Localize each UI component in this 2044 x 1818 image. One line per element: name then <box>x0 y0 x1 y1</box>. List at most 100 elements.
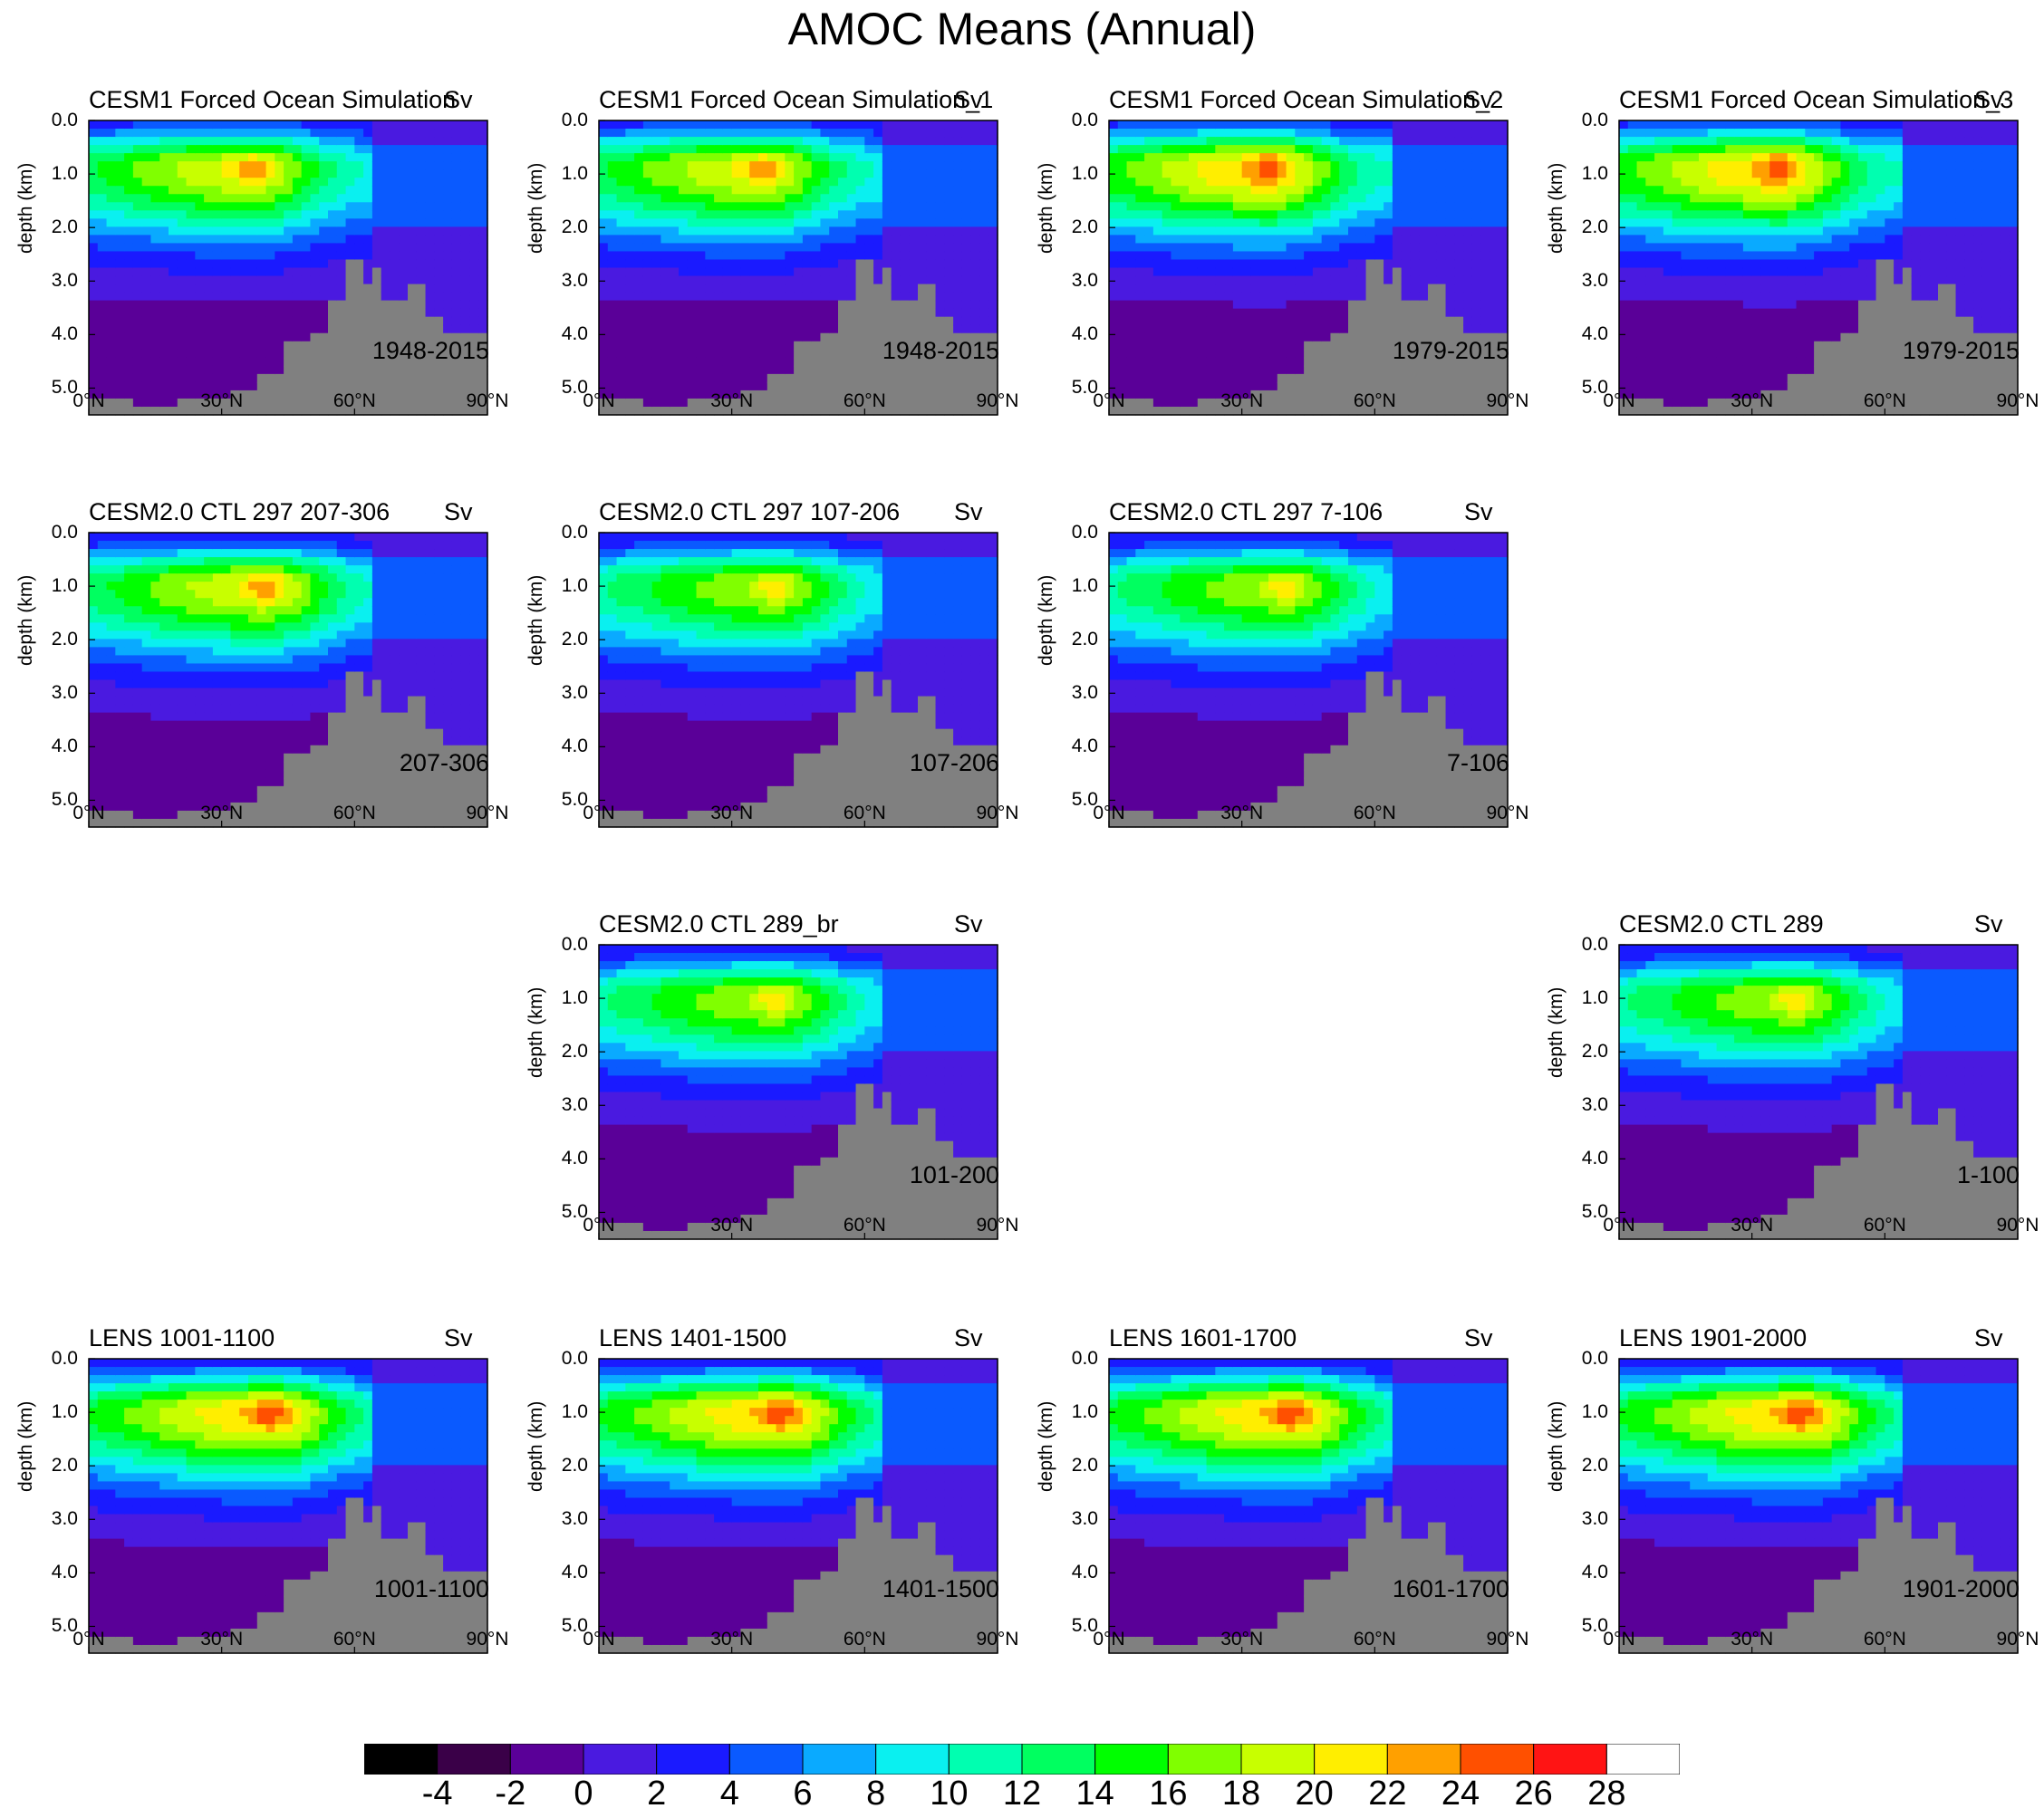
heatmap-cell <box>1171 300 1181 310</box>
heatmap-cell <box>758 308 768 318</box>
heatmap-cell <box>1480 341 1491 351</box>
heatmap-cell <box>1392 178 1403 187</box>
heatmap-cell <box>1189 235 1199 245</box>
heatmap-cell <box>599 178 609 187</box>
heatmap-cell <box>1321 186 1332 195</box>
heatmap-cell <box>1330 381 1340 391</box>
heatmap-cell <box>1189 316 1199 326</box>
heatmap-cell <box>408 406 418 416</box>
heatmap-cell <box>766 161 777 170</box>
x-tick-label: 60°N <box>828 390 901 412</box>
heatmap-cell <box>451 218 462 227</box>
heatmap-cell <box>802 210 813 219</box>
heatmap-cell <box>776 259 786 269</box>
heatmap-cell <box>371 194 382 203</box>
heatmap-cell <box>363 243 373 253</box>
heatmap-cell <box>89 129 99 138</box>
heatmap-cell <box>319 226 329 236</box>
heatmap-cell <box>802 186 813 195</box>
y-tick-label: 3.0 <box>537 270 588 292</box>
heatmap-cell <box>115 308 125 318</box>
heatmap-cell <box>1152 365 1163 375</box>
heatmap-cell <box>714 284 724 293</box>
heatmap-cell <box>212 161 223 170</box>
heatmap-cell <box>749 406 759 416</box>
heatmap-cell <box>1152 300 1163 310</box>
heatmap-cell <box>451 129 462 138</box>
heatmap-cell <box>1392 341 1403 351</box>
heatmap-cell <box>838 137 848 146</box>
heatmap-cell <box>1304 145 1314 154</box>
heatmap-cell <box>1401 243 1412 253</box>
heatmap-cell <box>829 137 839 146</box>
heatmap-cell <box>1428 226 1438 236</box>
heatmap-cell <box>1259 218 1269 227</box>
heatmap-cell <box>794 120 804 130</box>
heatmap-cell <box>1392 316 1403 326</box>
heatmap-cell <box>186 275 196 285</box>
heatmap-cell <box>758 390 768 399</box>
heatmap-cell <box>1286 292 1296 302</box>
heatmap-cell <box>900 178 910 187</box>
heatmap-cell <box>1197 365 1208 375</box>
heatmap-cell <box>714 235 724 245</box>
heatmap-cell <box>478 210 488 219</box>
heatmap-cell <box>371 178 382 187</box>
heatmap-cell <box>1126 324 1136 334</box>
heatmap-cell <box>301 275 312 285</box>
heatmap-cell <box>1152 145 1163 154</box>
heatmap-cell <box>731 186 742 195</box>
heatmap-cell <box>186 120 196 130</box>
heatmap-cell <box>1499 300 1509 310</box>
heatmap-cell <box>212 169 223 178</box>
heatmap-cell <box>1356 226 1367 236</box>
heatmap-cell <box>944 284 954 293</box>
heatmap-cell <box>1180 381 1190 391</box>
heatmap-cell <box>1206 145 1216 154</box>
heatmap-cell <box>944 194 954 203</box>
heatmap-cell <box>829 267 839 277</box>
heatmap-cell <box>864 235 874 245</box>
heatmap-cell <box>749 202 759 211</box>
heatmap-cell <box>1304 153 1314 162</box>
heatmap-cell <box>336 284 347 293</box>
heatmap-cell <box>336 300 347 310</box>
heatmap-cell <box>284 381 294 391</box>
heatmap-cell <box>1499 357 1509 367</box>
heatmap-cell <box>292 178 303 187</box>
heatmap-cell <box>722 373 733 383</box>
plot-frame <box>1108 120 1509 416</box>
heatmap-cell <box>714 186 724 195</box>
heatmap-cell <box>687 186 698 195</box>
heatmap-cell <box>864 357 874 367</box>
heatmap-cell <box>1419 186 1429 195</box>
heatmap-cell <box>873 373 883 383</box>
heatmap-cell <box>714 308 724 318</box>
heatmap-cell <box>1330 365 1340 375</box>
heatmap-cell <box>1436 316 1447 326</box>
heatmap-cell <box>212 243 223 253</box>
heatmap-cell <box>891 137 901 146</box>
heatmap-cell <box>616 129 626 138</box>
heatmap-cell <box>1144 267 1154 277</box>
heatmap-cell <box>705 349 715 359</box>
heatmap-cell <box>159 235 169 245</box>
heatmap-cell <box>371 275 382 285</box>
heatmap-cell <box>1144 145 1154 154</box>
heatmap-cell <box>363 186 373 195</box>
heatmap-cell <box>766 235 777 245</box>
heatmap-cell <box>1471 120 1482 130</box>
heatmap-cell <box>284 357 294 367</box>
heatmap-cell <box>443 316 453 326</box>
heatmap-cell <box>953 218 963 227</box>
heatmap-cell <box>195 226 205 236</box>
heatmap-cell <box>1189 406 1199 416</box>
heatmap-cell <box>371 365 382 375</box>
heatmap-cell <box>310 129 320 138</box>
heatmap-cell <box>1419 390 1429 399</box>
heatmap-cell <box>918 129 928 138</box>
heatmap-cell <box>319 316 329 326</box>
heatmap-cell <box>97 226 108 236</box>
heatmap-cell <box>811 300 822 310</box>
heatmap-cell <box>1241 398 1252 408</box>
